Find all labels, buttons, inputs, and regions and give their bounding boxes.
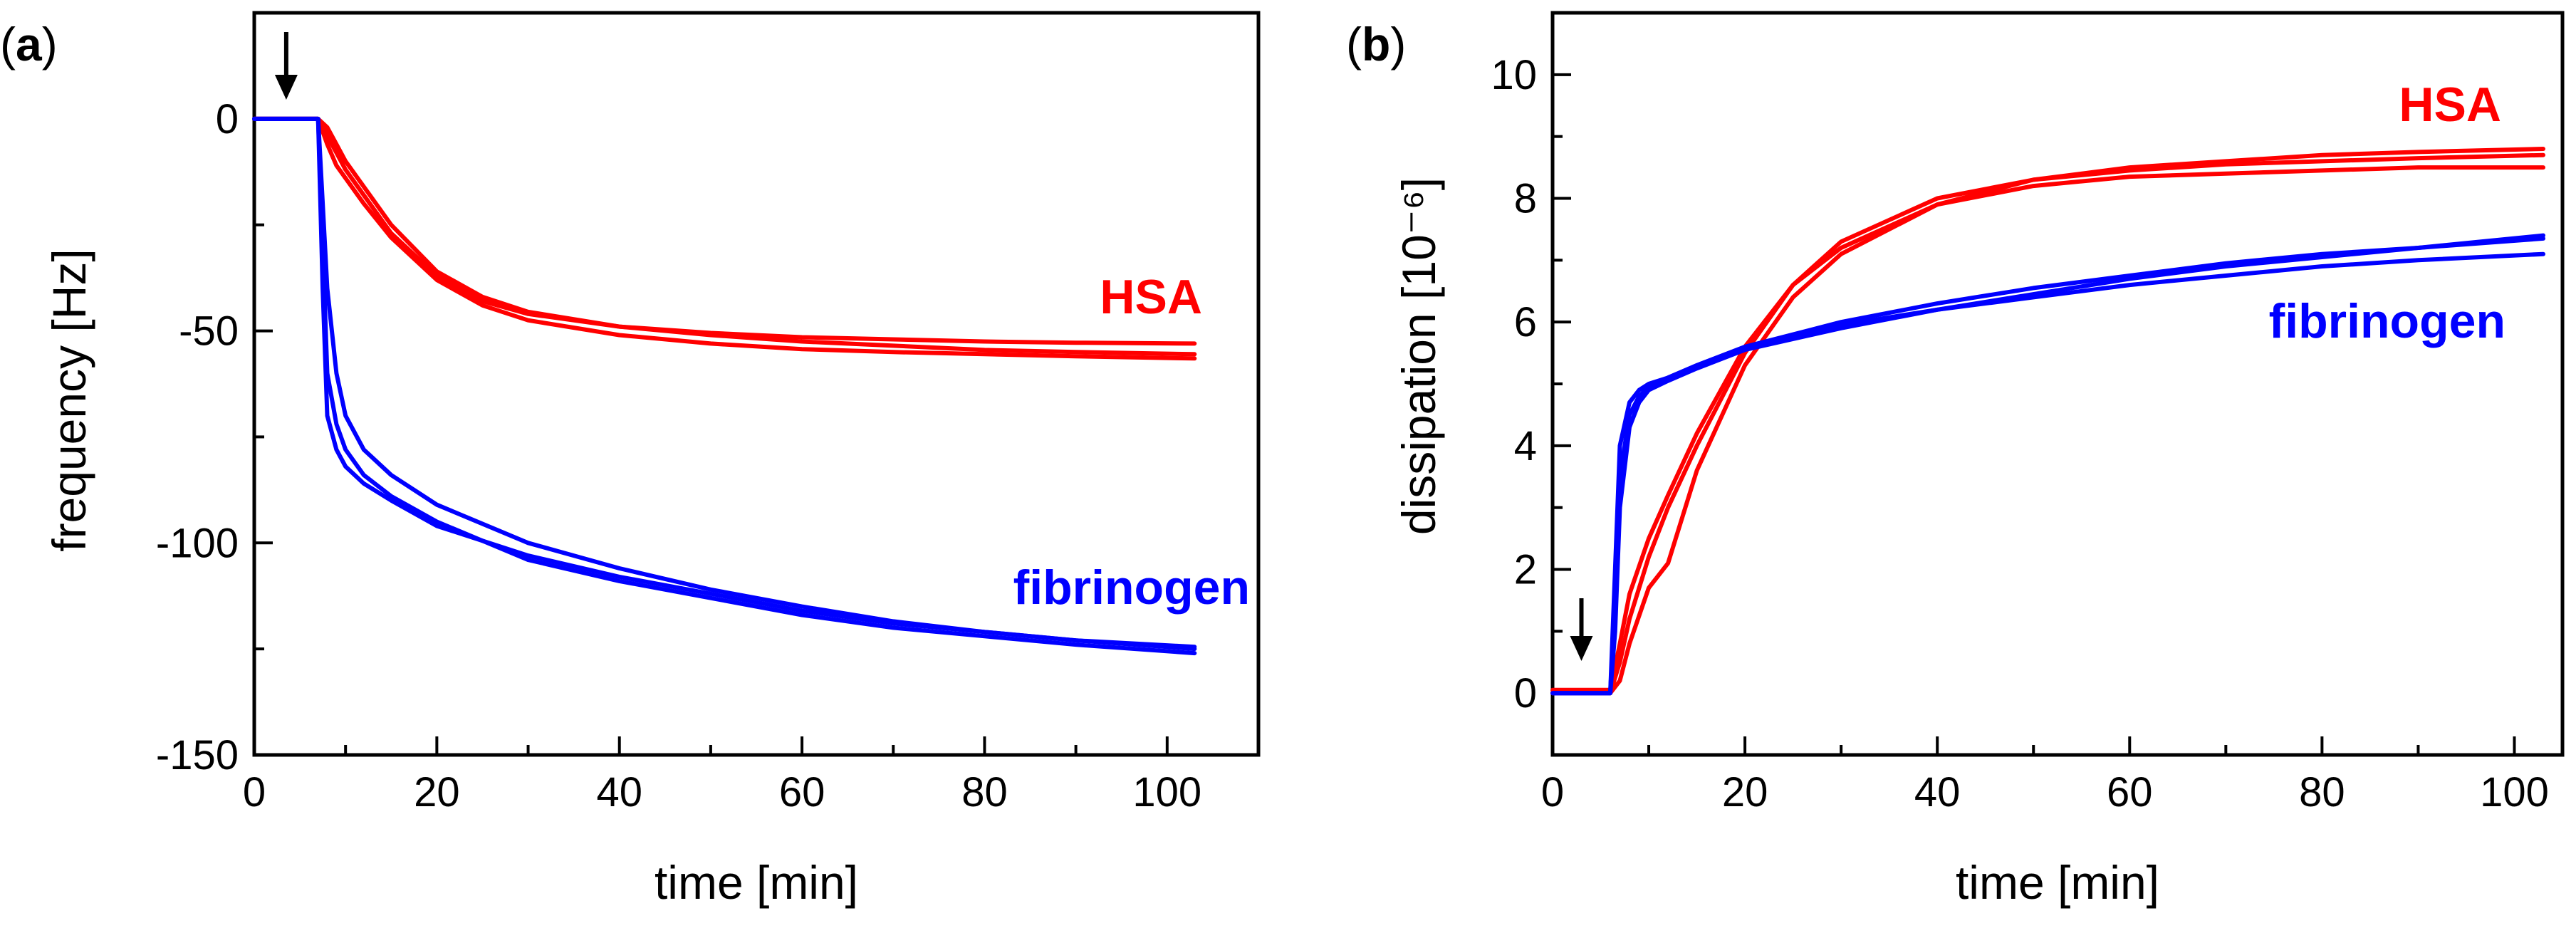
panel-b-x-tick-label: 80	[2299, 769, 2345, 815]
panel-b-series-label-fibrinogen: fibrinogen	[2269, 294, 2505, 348]
panel-a-x-tick-label: 100	[1132, 769, 1201, 815]
panel-a-x-tick-label: 20	[414, 769, 460, 815]
panel-b-injection-arrow	[1570, 598, 1593, 661]
panel-a-y-tick-label: 0	[216, 96, 239, 142]
panel-b-hsa-line-3	[1550, 147, 2545, 696]
panel-b-y-tick-label: 0	[1514, 670, 1537, 716]
panel-a-plot-frame	[252, 11, 1261, 757]
panel-b-x-tick-label: 60	[2107, 769, 2153, 815]
panel-b-x-tick-label: 100	[2480, 769, 2549, 815]
panel-b-x-axis-title: time [min]	[1956, 856, 2159, 909]
panel-a-label: (a)	[0, 18, 58, 71]
panel-a-hsa-line-1	[252, 116, 1197, 346]
panel-a-frequency-chart: (a) 0 20 40 60 80 100-150-100-500 time [min] …	[0, 11, 1261, 909]
panel-b-hsa-line-2	[1550, 152, 2545, 696]
panel-b-y-tick-label: 8	[1514, 176, 1537, 222]
panel-b-y-tick-label: 2	[1514, 547, 1537, 593]
panel-b-y-axis-title: dissipation [10⁻⁶]	[1392, 177, 1445, 535]
panel-b-x-tick-label: 40	[1914, 769, 1961, 815]
panel-a-letter: a	[16, 18, 43, 71]
panel-a-fibrinogen-line-3	[252, 116, 1197, 650]
panel-a-x-tick-label: 80	[961, 769, 1008, 815]
panel-a-injection-arrow	[274, 32, 298, 100]
panel-b-x-tick-label: 20	[1722, 769, 1768, 815]
panel-b-series-label-hsa: HSA	[2399, 78, 2501, 132]
panel-b-y-tick-label: 10	[1491, 52, 1537, 98]
panel-a-series-label-fibrinogen: fibrinogen	[1013, 561, 1250, 615]
panel-a-y-tick-label: -150	[156, 732, 239, 778]
panel-b-fibrinogen-line-3	[1550, 233, 2545, 696]
panel-b-y-tick-label: 4	[1514, 423, 1537, 469]
panel-a-x-axis-title: time [min]	[655, 856, 858, 909]
panel-b-label: (b)	[1346, 18, 1406, 71]
panel-b-letter: b	[1362, 18, 1390, 71]
panel-a-series-label-hsa: HSA	[1100, 270, 1202, 324]
panel-a-x-tick-label: 60	[779, 769, 825, 815]
panel-a-y-tick-label: -50	[179, 308, 239, 355]
panel-a-hsa-line-2	[252, 116, 1197, 357]
panel-a-x-tick-label: 0	[243, 769, 266, 815]
panel-a-hsa-line-3	[252, 116, 1197, 361]
panel-a-fibrinogen-line-2	[252, 116, 1197, 656]
panel-a-y-tick-label: -100	[156, 520, 239, 566]
panel-b-hsa-line-1	[1550, 165, 2545, 692]
panel-b-dissipation-chart: (b) 0 20 40 60 80 100 0 2 4 6 8 10 time [min] dissi…	[1346, 11, 2565, 909]
panel-b-y-tick-label: 6	[1514, 299, 1537, 345]
panel-a-y-axis-title: frequency [Hz]	[43, 249, 95, 552]
panel-a-x-tick-label: 40	[596, 769, 642, 815]
panel-b-x-tick-label: 0	[1541, 769, 1564, 815]
